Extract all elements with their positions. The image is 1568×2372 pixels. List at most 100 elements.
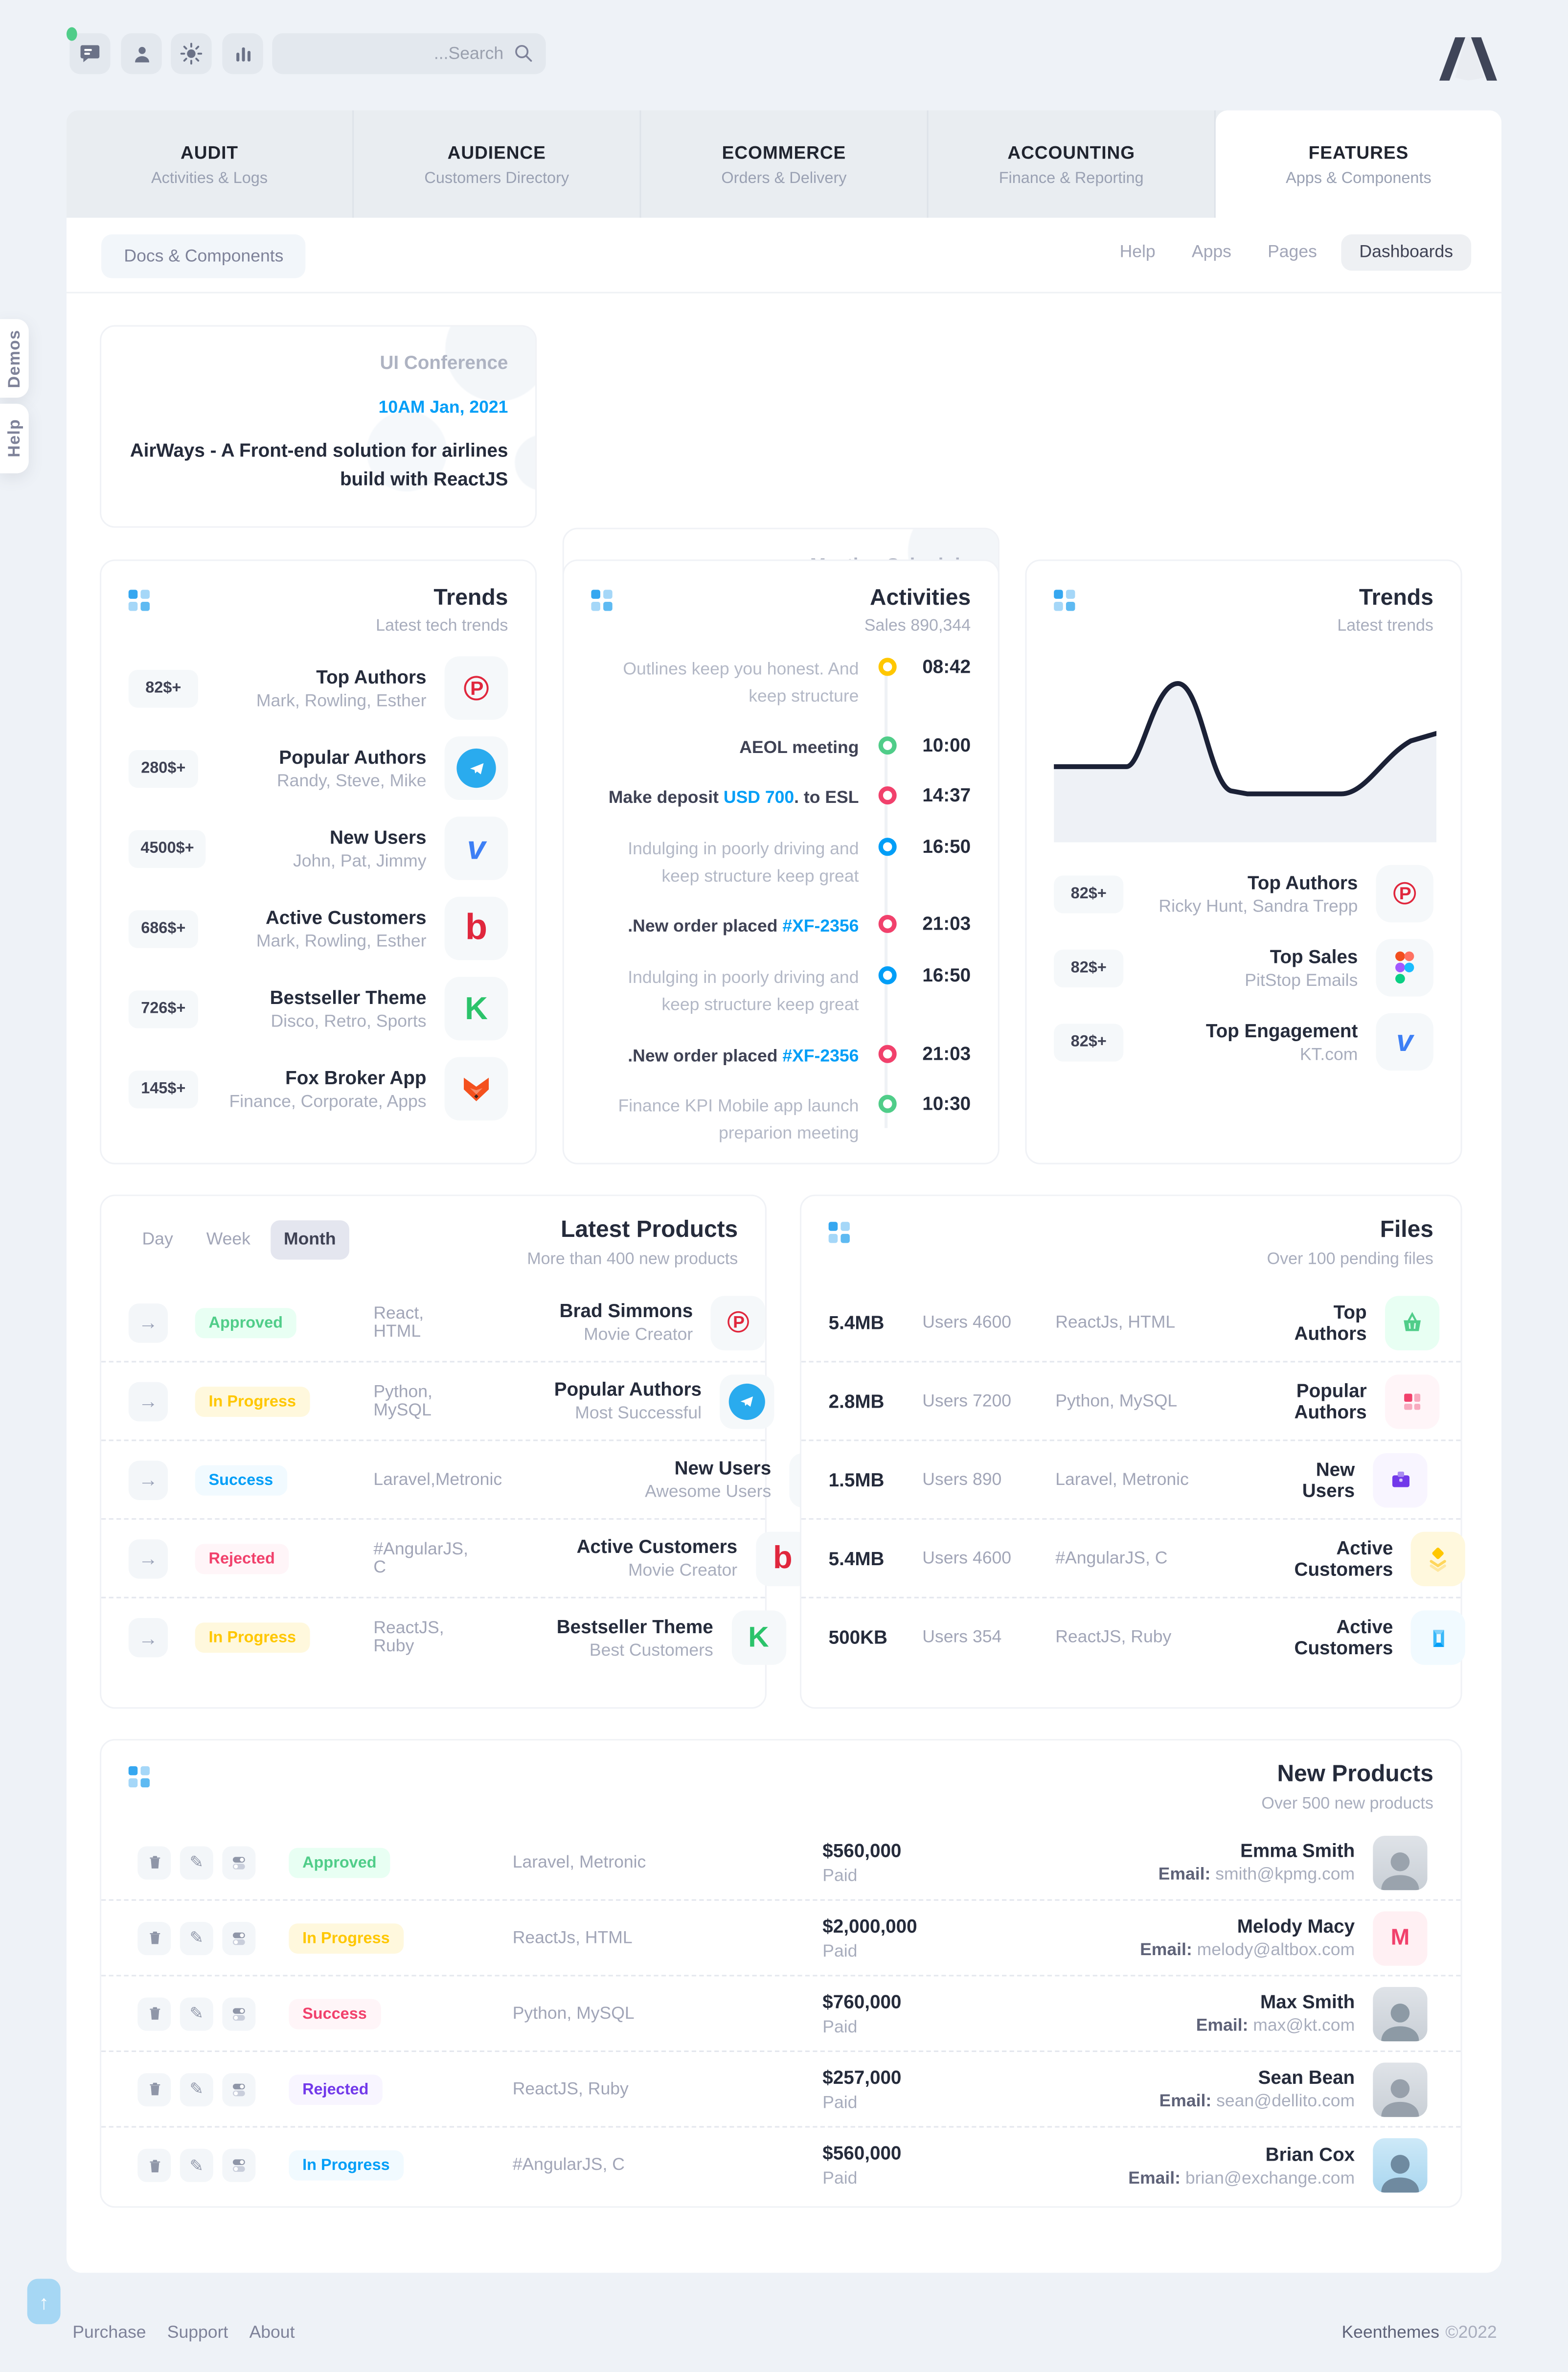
table-row[interactable]: ✎ Success Python, MySQL $760,000 Paid Max… <box>101 1976 1461 2052</box>
delete-button[interactable] <box>137 2148 171 2182</box>
tab-ecommerce[interactable]: ECOMMERCE Orders & Delivery <box>641 110 929 218</box>
tab-accounting[interactable]: ACCOUNTING Finance & Reporting <box>929 110 1216 218</box>
footer-link-about[interactable]: About <box>249 2324 295 2343</box>
file-row[interactable]: 500KB Users 354 ReactJS, Ruby Active Cus… <box>801 1598 1466 1677</box>
tab-audience[interactable]: AUDIENCE Customers Directory <box>354 110 641 218</box>
scroll-top-button[interactable]: ↑ <box>27 2279 61 2325</box>
toolbar-link-dashboards[interactable]: Dashboards <box>1341 234 1472 271</box>
toolbar-link-pages[interactable]: Pages <box>1268 243 1317 262</box>
list-item[interactable]: 726$+ Bestseller Theme Disco, Retro, Spor… <box>101 971 535 1047</box>
arrow-button[interactable]: → <box>128 1618 168 1658</box>
timeline-item: 14:37 Make deposit USD 700. to ESL <box>608 785 971 808</box>
list-item[interactable]: 82$+ Top Engagement KT.com v <box>1027 1007 1461 1076</box>
table-row[interactable]: ✎ In Progress ReactJs, HTML $2,000,000 Pa… <box>101 1901 1461 1977</box>
toggle-week[interactable]: Week <box>206 1231 250 1249</box>
period-toggle: Day Week Month <box>129 1220 350 1260</box>
toolbar-link-apps[interactable]: Apps <box>1191 243 1231 262</box>
delete-button[interactable] <box>137 1921 171 1955</box>
file-row[interactable]: 5.4MB Users 4600 #AngularJS, C Active Cu… <box>801 1520 1466 1598</box>
sun-icon <box>180 43 203 65</box>
latest-products-card: Day Week Month Latest Products More than … <box>99 1194 844 1709</box>
table-row[interactable]: ✎ Rejected ReactJS, Ruby $257,000 Paid Se… <box>101 2052 1461 2128</box>
chat-icon <box>80 45 100 63</box>
status-badge: Approved <box>289 1847 390 1877</box>
product-row[interactable]: → Success Laravel,Metronic New Users Awes… <box>101 1441 844 1520</box>
toggle-month[interactable]: Month <box>270 1220 350 1260</box>
footer-link-support[interactable]: Support <box>167 2324 228 2343</box>
product-row[interactable]: → Approved React, HTML Brad Simmons Movie… <box>101 1284 766 1363</box>
user-button[interactable] <box>121 33 162 74</box>
edit-button[interactable]: ✎ <box>180 2148 213 2182</box>
area-chart <box>1051 653 1439 850</box>
status-badge: Success <box>195 1464 287 1495</box>
card-body: AirWays - A Front-end solution for airli… <box>130 440 508 491</box>
file-row[interactable]: 2.8MB Users 7200 Python, MySQL Popular A… <box>801 1363 1461 1441</box>
link[interactable]: #XF-2356 <box>782 918 859 937</box>
edit-button[interactable]: ✎ <box>180 1846 213 1879</box>
file-row[interactable]: 5.4MB Users 4600 ReactJs, HTML Top Autho… <box>801 1284 1461 1363</box>
footer-link-purchase[interactable]: Purchase <box>72 2324 146 2343</box>
table-row[interactable]: ✎ In Progress #AngularJS, C $560,000 Paid… <box>101 2127 1460 2203</box>
card-subtitle: Sales 890,344 <box>864 616 971 636</box>
link[interactable]: #XF-2356 <box>782 1047 859 1066</box>
figma-icon <box>1376 939 1433 997</box>
list-item[interactable]: 280$+ Popular Authors Randy, Steve, Mike <box>101 730 535 806</box>
table-row[interactable]: ✎ Approved Laravel, Metronic $560,000 Pai… <box>101 1825 1461 1901</box>
delete-button[interactable] <box>137 1846 171 1879</box>
file-row[interactable]: 1.5MB Users 890 Laravel, Metronic New Us… <box>801 1441 1461 1520</box>
list-item[interactable]: 82$+ Top Authors Mark, Rowling, Esther ℗ <box>101 650 535 726</box>
tab-audit[interactable]: AUDIT Activities & Logs <box>67 110 354 218</box>
list-item[interactable]: 4500$+ New Users John, Pat, Jimmy v <box>101 811 535 887</box>
tab-features[interactable]: FEATURES Apps & Components <box>1215 110 1501 218</box>
switch-button[interactable] <box>222 2148 256 2182</box>
switch-button[interactable] <box>222 2072 256 2106</box>
bullet-icon <box>878 1044 897 1063</box>
delete-button[interactable] <box>137 2072 171 2106</box>
switch-button[interactable] <box>222 1997 256 2030</box>
amount-badge: 280$+ <box>128 749 198 787</box>
edit-button[interactable]: ✎ <box>180 1997 213 2030</box>
card-title: Files <box>1380 1217 1433 1243</box>
bar-chart-icon <box>235 46 250 61</box>
product-row[interactable]: → In Progress Python, MySQL Popular Auth… <box>101 1363 774 1441</box>
arrow-button[interactable]: → <box>128 1381 168 1421</box>
timeline-item: 08:42 Outlines keep you honest. And keep… <box>623 656 971 707</box>
list-item[interactable]: 82$+ Top Sales PitStop Emails <box>1027 933 1461 1003</box>
timeline-item: 16:50 Indulging in poorly driving and ke… <box>628 835 971 886</box>
search-input[interactable] <box>272 33 546 74</box>
producthunt-icon: ℗ <box>1376 865 1433 923</box>
status-badge: Approved <box>195 1307 296 1338</box>
timeline-item: 21:03 .New order placed #XF-2356 <box>628 1043 971 1066</box>
list-item[interactable]: 686$+ Active Customers Mark, Rowling, Est… <box>101 890 535 966</box>
promo-card-ui-conference: UI Conference 10AM Jan, 2021 AirWays - A… <box>99 325 537 528</box>
toggle-day[interactable]: Day <box>142 1231 173 1249</box>
list-item[interactable]: 145$+ Fox Broker App Finance, Corporate, … <box>101 1051 535 1127</box>
side-tab-help[interactable]: Help <box>0 404 29 474</box>
grid-dots-icon <box>591 590 613 611</box>
trends-card: Trends Latest tech trends 82$+ Top Author… <box>99 559 537 1164</box>
arrow-button[interactable]: → <box>128 1460 168 1500</box>
product-row[interactable]: → In Progress ReactJS, Ruby Bestseller T… <box>101 1598 786 1677</box>
side-tab-demos[interactable]: Demos <box>0 319 29 398</box>
product-row[interactable]: → Rejected #AngularJS, C Active Customer… <box>101 1520 810 1598</box>
docs-components-button[interactable]: Docs & Components <box>101 234 306 278</box>
edit-button[interactable]: ✎ <box>180 2072 213 2106</box>
delete-button[interactable] <box>137 1997 171 2030</box>
stats-button[interactable] <box>222 33 263 74</box>
link[interactable]: USD 700 <box>723 789 795 808</box>
list-item[interactable]: 82$+ Top Authors Ricky Hunt, Sandra Trepp… <box>1027 859 1461 928</box>
bullet-icon <box>878 915 897 934</box>
chat-button[interactable] <box>66 27 111 74</box>
arrow-button[interactable]: → <box>128 1538 168 1578</box>
theme-button[interactable] <box>171 33 212 74</box>
card-highlight: 10AM Jan, 2021 <box>378 399 508 418</box>
switch-button[interactable] <box>222 1846 256 1879</box>
toolbar-link-help[interactable]: Help <box>1119 243 1156 262</box>
avatar <box>1373 1986 1428 2041</box>
grid-dots-icon <box>1054 590 1075 611</box>
switch-button[interactable] <box>222 1921 256 1955</box>
arrow-button[interactable]: → <box>128 1302 168 1342</box>
footer-brand: Keenthemes ©2022 <box>1341 2324 1497 2343</box>
edit-button[interactable]: ✎ <box>180 1921 213 1955</box>
main-tabs: AUDIT Activities & Logs AUDIENCE Customers… <box>66 110 1501 218</box>
